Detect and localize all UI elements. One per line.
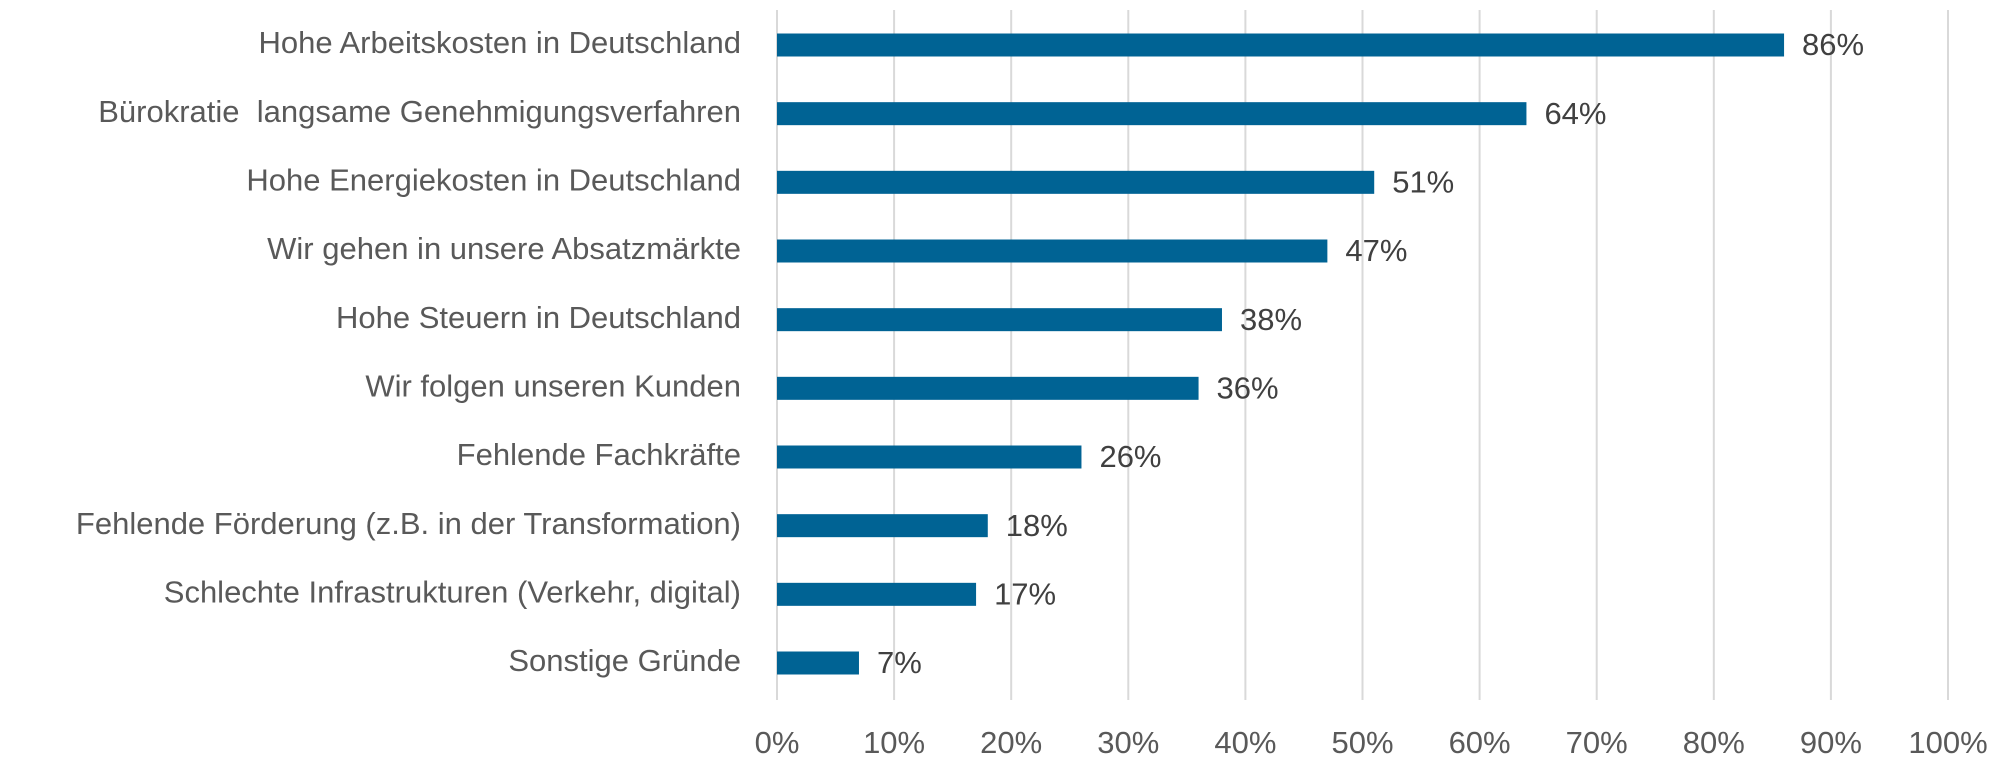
- x-tick-label: 80%: [1683, 725, 1745, 760]
- value-label: 47%: [1345, 233, 1407, 268]
- value-label: 18%: [1006, 508, 1068, 543]
- bar: [777, 514, 988, 538]
- x-tick-label: 50%: [1331, 725, 1393, 760]
- y-tick-label: Hohe Arbeitskosten in Deutschland: [258, 25, 741, 60]
- y-tick-label: Fehlende Fachkräfte: [457, 437, 741, 472]
- value-label: 26%: [1099, 439, 1161, 474]
- value-label: 86%: [1802, 27, 1864, 62]
- value-label: 36%: [1217, 371, 1279, 406]
- x-tick-label: 60%: [1449, 725, 1511, 760]
- y-tick-label: Fehlende Förderung (z.B. in der Transfor…: [76, 506, 741, 541]
- x-tick-label: 30%: [1097, 725, 1159, 760]
- value-label: 17%: [994, 577, 1056, 612]
- x-tick-label: 70%: [1566, 725, 1628, 760]
- x-tick-label: 100%: [1908, 725, 1987, 760]
- x-tick-label: 0%: [755, 725, 800, 760]
- y-tick-label: Schlechte Infrastrukturen (Verkehr, digi…: [164, 575, 741, 610]
- y-tick-label: Wir folgen unseren Kunden: [365, 369, 741, 404]
- bar: [777, 33, 1785, 57]
- x-tick-label: 90%: [1800, 725, 1862, 760]
- bar: [777, 102, 1527, 126]
- y-tick-label: Bürokratie langsame Genehmigungsverfahre…: [98, 94, 741, 129]
- bar: [777, 582, 977, 606]
- x-tick-label: 40%: [1214, 725, 1276, 760]
- value-label: 64%: [1544, 96, 1606, 131]
- bar: [777, 651, 859, 675]
- bar: [777, 445, 1082, 469]
- bar: [777, 170, 1375, 194]
- y-tick-label: Sonstige Gründe: [508, 643, 741, 678]
- y-tick-label: Wir gehen in unsere Absatzmärkte: [267, 231, 741, 266]
- value-label: 51%: [1392, 165, 1454, 200]
- bar: [777, 308, 1222, 332]
- value-label: 7%: [877, 645, 922, 680]
- x-tick-label: 20%: [980, 725, 1042, 760]
- bar: [777, 376, 1199, 400]
- bar: [777, 239, 1328, 263]
- x-tick-label: 10%: [863, 725, 925, 760]
- y-tick-label: Hohe Steuern in Deutschland: [336, 300, 741, 335]
- y-tick-label: Hohe Energiekosten in Deutschland: [246, 163, 741, 198]
- value-label: 38%: [1240, 302, 1302, 337]
